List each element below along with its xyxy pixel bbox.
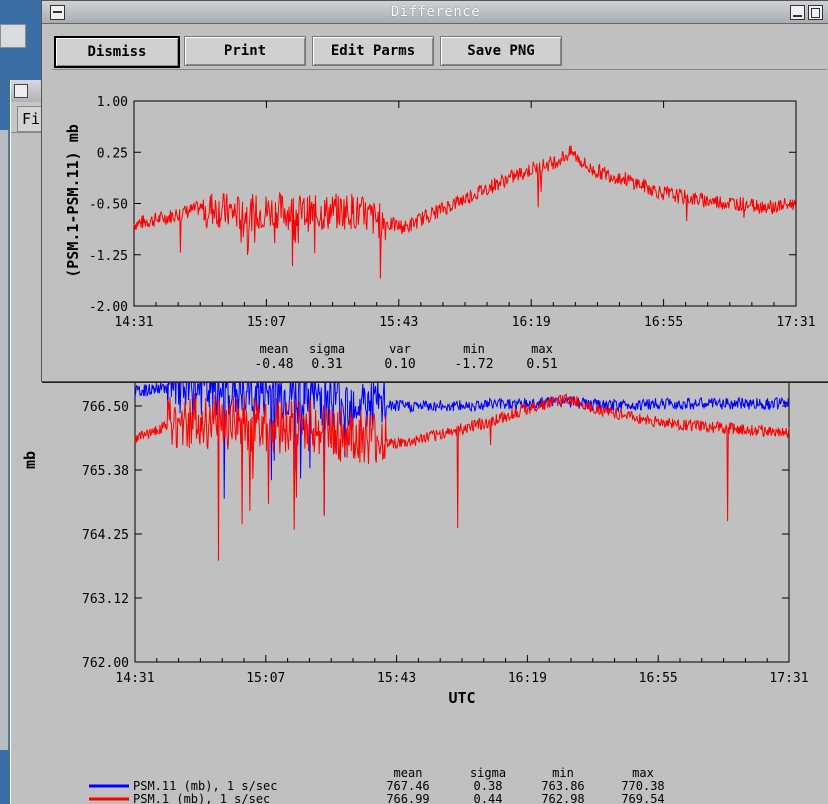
x-tick-label: 16:19 xyxy=(512,315,551,330)
legend-stat-header: mean xyxy=(394,766,423,780)
x-tick-label: 17:31 xyxy=(769,671,808,686)
x-tick-label: 15:43 xyxy=(379,315,418,330)
legend-stat-value: 766.99 xyxy=(386,792,429,804)
maximize-icon[interactable] xyxy=(808,5,823,20)
legend-stat-header: min xyxy=(552,766,574,780)
x-tick-label: 14:31 xyxy=(114,315,153,330)
desktop-side-strip xyxy=(0,130,9,750)
legend-stat-value: 767.46 xyxy=(386,779,429,793)
x-tick-label: 15:07 xyxy=(246,671,285,686)
save-png-button[interactable]: Save PNG xyxy=(440,36,562,66)
stat-value: 0.10 xyxy=(384,357,415,372)
x-tick-label: 16:55 xyxy=(639,671,678,686)
legend-stat-header: sigma xyxy=(470,766,506,780)
y-tick-label: -2.00 xyxy=(89,300,128,315)
legend-stat-value: 763.86 xyxy=(541,779,584,793)
legend-label: PSM.1 (mb), 1 s/sec xyxy=(133,792,270,804)
stat-header: var xyxy=(389,342,411,356)
stat-value: 0.51 xyxy=(526,357,557,372)
series-line xyxy=(133,145,797,279)
stat-header: sigma xyxy=(309,342,345,356)
stat-header: max xyxy=(531,342,553,356)
window-menu-icon[interactable] xyxy=(50,5,65,20)
button-bar: Dismiss Print Edit Parms Save PNG xyxy=(52,31,827,70)
x-tick-label: 14:31 xyxy=(115,671,154,686)
x-tick-label: 15:07 xyxy=(247,315,286,330)
y-tick-label: 0.25 xyxy=(97,146,128,161)
minimize-icon[interactable] xyxy=(790,5,805,20)
x-tick-label: 16:55 xyxy=(644,315,683,330)
stat-value: -0.48 xyxy=(254,357,293,372)
y-axis-label: (PSM.1-PSM.11) mb xyxy=(64,124,82,278)
y-tick-label: 764.25 xyxy=(82,528,129,543)
y-tick-label: 766.50 xyxy=(82,400,129,415)
legend-stat-value: 0.38 xyxy=(474,779,503,793)
window-menu-button[interactable] xyxy=(14,84,28,98)
y-tick-label: 765.38 xyxy=(82,464,129,479)
y-tick-label: -1.25 xyxy=(89,249,128,264)
stat-header: min xyxy=(463,342,485,356)
legend-stat-value: 769.54 xyxy=(621,792,664,804)
y-axis-label: mb xyxy=(21,451,39,469)
difference-titlebar: Difference xyxy=(42,1,828,24)
legend-stat-value: 770.38 xyxy=(621,779,664,793)
x-tick-label: 15:43 xyxy=(377,671,416,686)
print-button[interactable]: Print xyxy=(184,36,306,66)
series-line xyxy=(134,392,790,561)
legend-stat-value: 762.98 xyxy=(541,792,584,804)
stat-value: 0.31 xyxy=(311,357,342,372)
window-title: Difference xyxy=(390,4,481,20)
y-tick-label: 762.00 xyxy=(82,656,129,671)
y-tick-label: 763.12 xyxy=(82,592,129,607)
stat-header: mean xyxy=(260,342,289,356)
legend-label: PSM.11 (mb), 1 s/sec xyxy=(133,779,278,793)
x-tick-label: 16:19 xyxy=(508,671,547,686)
y-tick-label: -0.50 xyxy=(89,198,128,213)
legend-stat-header: max xyxy=(632,766,654,780)
edit-parms-button[interactable]: Edit Parms xyxy=(312,36,434,66)
y-tick-label: 1.00 xyxy=(97,95,128,110)
plot-frame xyxy=(134,341,790,663)
desktop-computer-icon[interactable] xyxy=(0,24,26,48)
dismiss-button[interactable]: Dismiss xyxy=(54,36,180,68)
stat-value: -1.72 xyxy=(454,357,493,372)
difference-window: Difference Dismiss Print Edit Parms Save… xyxy=(41,0,828,382)
plot-frame xyxy=(133,100,797,307)
legend-stat-value: 0.44 xyxy=(474,792,503,804)
x-tick-label: 17:31 xyxy=(776,315,815,330)
x-axis-label: UTC xyxy=(448,689,475,707)
series-line xyxy=(134,359,790,515)
